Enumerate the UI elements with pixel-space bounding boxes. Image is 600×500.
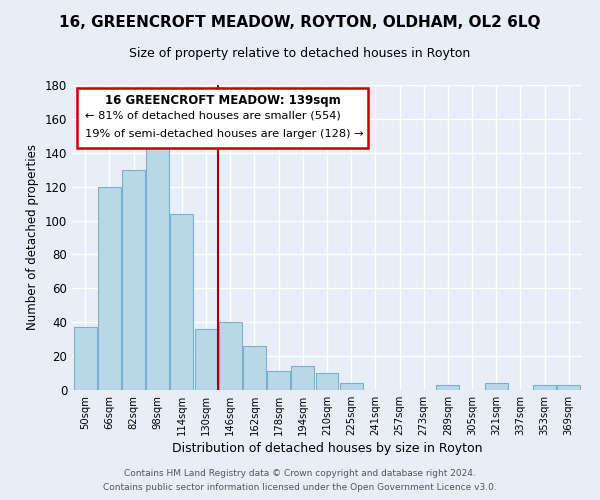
Bar [485, 383, 508, 390]
Text: 16 GREENCROFT MEADOW: 139sqm: 16 GREENCROFT MEADOW: 139sqm [104, 94, 340, 106]
Bar [170, 214, 193, 390]
Bar [316, 373, 338, 390]
Bar [243, 346, 266, 390]
Bar [146, 148, 169, 390]
FancyBboxPatch shape [77, 88, 368, 148]
Bar [219, 322, 242, 390]
Text: ← 81% of detached houses are smaller (554): ← 81% of detached houses are smaller (55… [85, 111, 341, 121]
Bar [74, 328, 97, 390]
Bar [292, 366, 314, 390]
Bar [194, 329, 218, 390]
Bar [533, 385, 556, 390]
Text: Contains public sector information licensed under the Open Government Licence v3: Contains public sector information licen… [103, 484, 497, 492]
Bar [557, 385, 580, 390]
Text: Size of property relative to detached houses in Royton: Size of property relative to detached ho… [130, 48, 470, 60]
Text: Contains HM Land Registry data © Crown copyright and database right 2024.: Contains HM Land Registry data © Crown c… [124, 468, 476, 477]
Bar [267, 372, 290, 390]
X-axis label: Distribution of detached houses by size in Royton: Distribution of detached houses by size … [172, 442, 482, 455]
Bar [436, 385, 460, 390]
Text: 19% of semi-detached houses are larger (128) →: 19% of semi-detached houses are larger (… [85, 129, 364, 139]
Bar [122, 170, 145, 390]
Bar [340, 383, 362, 390]
Bar [98, 186, 121, 390]
Y-axis label: Number of detached properties: Number of detached properties [26, 144, 39, 330]
Text: 16, GREENCROFT MEADOW, ROYTON, OLDHAM, OL2 6LQ: 16, GREENCROFT MEADOW, ROYTON, OLDHAM, O… [59, 15, 541, 30]
